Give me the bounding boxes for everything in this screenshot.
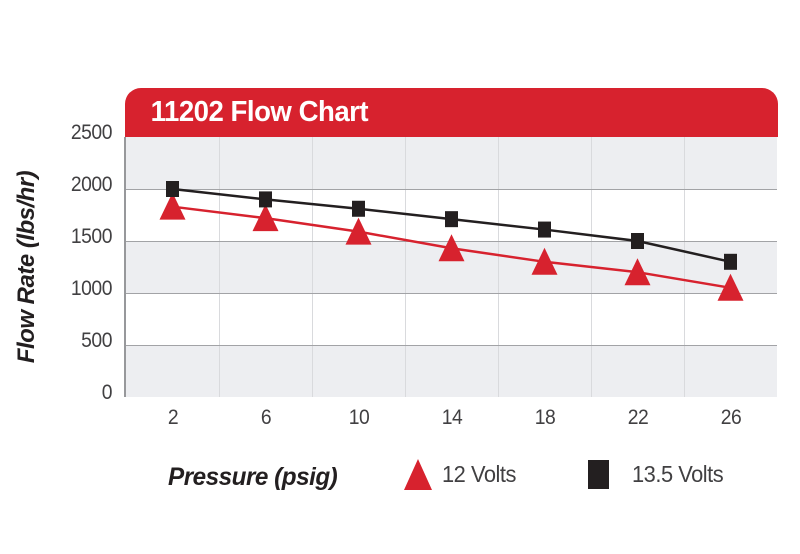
y-axis-tick-label: 1000 <box>70 277 113 300</box>
x-axis-tick-label: 14 <box>441 406 462 429</box>
legend-item-12-volts: 12 Volts <box>404 459 520 490</box>
x-axis-tick-label: 6 <box>260 406 271 429</box>
x-axis-tick-label: 22 <box>627 406 648 429</box>
marker-triangle <box>531 247 558 275</box>
plot-band <box>126 137 777 189</box>
square-icon <box>588 460 609 489</box>
chart-title: 11202 Flow Chart <box>150 96 369 128</box>
marker-triangle <box>717 273 744 301</box>
marker-triangle <box>345 217 372 245</box>
y-axis-tick-label: 1500 <box>70 225 113 248</box>
y-axis-tick-label: 500 <box>81 329 112 352</box>
vertical-gridline <box>684 137 685 397</box>
marker-square <box>538 221 551 238</box>
x-axis-title: Pressure (psig) <box>168 463 338 491</box>
horizontal-gridline <box>126 189 777 190</box>
marker-square <box>352 200 365 217</box>
vertical-gridline <box>312 137 313 397</box>
plot-band <box>126 293 777 345</box>
marker-square <box>445 211 458 228</box>
vertical-gridline <box>498 137 499 397</box>
x-axis-tick-label: 10 <box>348 406 369 429</box>
legend-label: 13.5 Volts <box>632 461 724 487</box>
plot-band <box>126 345 777 397</box>
legend-label: 12 Volts <box>442 461 516 487</box>
y-axis-title: Flow Rate (lbs/hr) <box>13 170 40 364</box>
marker-triangle <box>438 234 465 262</box>
horizontal-gridline <box>126 345 777 346</box>
legend-item-13-5-volts: 13.5 Volts <box>588 460 728 489</box>
marker-square <box>724 253 737 270</box>
marker-triangle <box>624 258 651 286</box>
horizontal-gridline <box>126 293 777 294</box>
marker-square <box>166 181 179 197</box>
x-axis-tick-label: 18 <box>534 406 555 429</box>
marker-square <box>631 233 644 249</box>
plot-area <box>124 137 777 397</box>
x-axis-tick-label: 26 <box>720 406 741 429</box>
y-axis-tick-label: 0 <box>101 381 113 404</box>
x-axis-tick-label: 2 <box>167 406 178 429</box>
triangle-icon <box>404 459 432 490</box>
series-plot <box>159 181 744 301</box>
y-axis-tick-label: 2500 <box>70 121 113 144</box>
marker-square <box>259 191 272 208</box>
marker-triangle <box>159 192 186 220</box>
legend: 12 Volts 13.5 Volts <box>404 457 778 497</box>
marker-triangle <box>252 204 279 232</box>
chart-header: 11202 Flow Chart <box>125 88 778 137</box>
y-axis-tick-label: 2000 <box>70 173 113 196</box>
vertical-gridline <box>405 137 406 397</box>
vertical-gridline <box>219 137 220 397</box>
